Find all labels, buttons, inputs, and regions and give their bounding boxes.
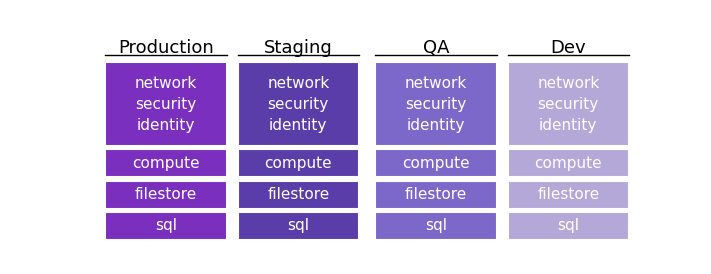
Text: QA: QA	[423, 39, 449, 57]
FancyBboxPatch shape	[237, 181, 359, 209]
Text: filestore: filestore	[267, 187, 329, 202]
Text: Staging: Staging	[264, 39, 333, 57]
Text: identity: identity	[407, 118, 465, 133]
Text: compute: compute	[402, 156, 470, 171]
Text: security: security	[538, 97, 599, 112]
FancyBboxPatch shape	[375, 62, 496, 146]
Text: security: security	[135, 97, 197, 112]
Text: compute: compute	[535, 156, 602, 171]
Text: filestore: filestore	[537, 187, 599, 202]
Text: filestore: filestore	[405, 187, 467, 202]
Text: filestore: filestore	[135, 187, 197, 202]
FancyBboxPatch shape	[237, 212, 359, 240]
FancyBboxPatch shape	[105, 62, 227, 146]
FancyBboxPatch shape	[508, 62, 629, 146]
FancyBboxPatch shape	[237, 149, 359, 177]
Text: identity: identity	[539, 118, 597, 133]
Text: security: security	[405, 97, 466, 112]
Text: network: network	[405, 76, 467, 91]
Text: identity: identity	[137, 118, 196, 133]
Text: compute: compute	[132, 156, 200, 171]
Text: sql: sql	[155, 218, 177, 233]
FancyBboxPatch shape	[237, 62, 359, 146]
FancyBboxPatch shape	[105, 149, 227, 177]
Text: sql: sql	[287, 218, 309, 233]
FancyBboxPatch shape	[105, 212, 227, 240]
Text: sql: sql	[557, 218, 579, 233]
Text: network: network	[267, 76, 329, 91]
Text: Production: Production	[118, 39, 214, 57]
Text: Dev: Dev	[550, 39, 586, 57]
Text: sql: sql	[425, 218, 447, 233]
FancyBboxPatch shape	[508, 212, 629, 240]
Text: network: network	[135, 76, 197, 91]
FancyBboxPatch shape	[508, 149, 629, 177]
Text: identity: identity	[269, 118, 328, 133]
Text: network: network	[537, 76, 599, 91]
FancyBboxPatch shape	[105, 181, 227, 209]
Text: security: security	[267, 97, 329, 112]
Text: compute: compute	[264, 156, 332, 171]
FancyBboxPatch shape	[375, 181, 496, 209]
FancyBboxPatch shape	[375, 212, 496, 240]
FancyBboxPatch shape	[508, 181, 629, 209]
FancyBboxPatch shape	[375, 149, 496, 177]
